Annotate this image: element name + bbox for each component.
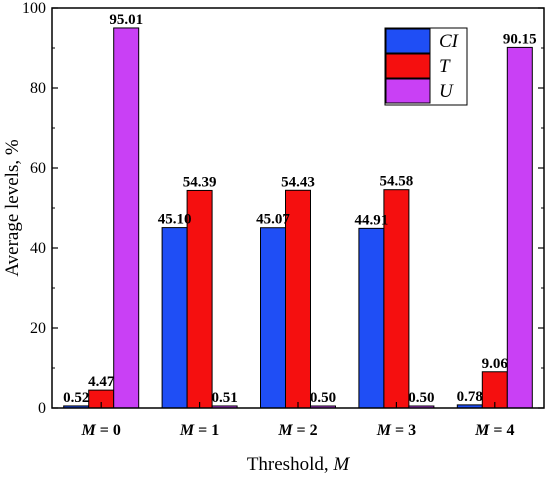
data-label-ci-1: 45.10 (158, 212, 192, 228)
y-tick-label: 60 (30, 160, 46, 177)
x-tick-label-rest: = 1 (194, 422, 219, 439)
bar-ci-3 (358, 227, 385, 409)
x-tick-label: M = 1 (179, 422, 219, 439)
x-tick-label: M = 3 (376, 422, 416, 439)
y-tick-label: 100 (22, 0, 46, 17)
data-label-u-2: 0.50 (310, 390, 336, 406)
x-tick-label-var: M (376, 422, 392, 439)
x-tick-label: M = 0 (81, 422, 121, 439)
y-axis: 0 20 40 60 80 100 (22, 0, 544, 417)
legend-swatch-ci (385, 28, 431, 54)
x-tick-label-rest: = 0 (96, 422, 121, 439)
x-tick-label-var: M (277, 422, 293, 439)
y-tick-label: 80 (30, 80, 46, 97)
x-tick-label: M = 2 (277, 422, 317, 439)
y-tick-label: 20 (30, 320, 46, 337)
y-axis-title: Average levels, % (2, 139, 23, 277)
bar-u-4 (506, 46, 533, 409)
x-tick-label-rest: = 2 (293, 422, 318, 439)
bar-t-2 (285, 189, 311, 409)
data-label-u-1: 0.51 (211, 390, 237, 406)
data-labels-group: 0.524.47 95.01 45.10 54.39 0.51 45.07 54.43 0.5… (63, 12, 537, 406)
data-label-t-4: 9.06 (482, 356, 509, 372)
bars-group (63, 27, 533, 409)
data-label-ci-2: 45.07 (256, 212, 290, 228)
legend-label-u: U (439, 81, 454, 102)
bar-u-0 (113, 27, 140, 409)
x-axis-title-variable: M (332, 454, 350, 475)
data-label-t-1: 54.39 (183, 174, 217, 190)
x-tick-label: M = 4 (474, 422, 514, 439)
data-label-ci-3: 44.91 (355, 212, 389, 228)
x-tick-label-var: M (179, 422, 195, 439)
data-label-ci-4: 0.78 (457, 389, 483, 405)
x-axis-title: Threshold, M (247, 454, 351, 475)
data-label-ci-0: 0.52 (63, 390, 89, 406)
x-tick-label-var: M (81, 422, 97, 439)
y-tick-label: 0 (38, 400, 46, 417)
x-axis-title-text: Threshold, (247, 454, 334, 475)
legend-label-ci: CI (439, 31, 460, 52)
data-label-t-2: 54.43 (281, 174, 315, 190)
y-tick-label: 40 (30, 240, 46, 257)
data-label-u-4: 90.15 (503, 31, 537, 47)
data-label-t-0: 4.47 (88, 374, 115, 390)
legend-label-t: T (439, 56, 451, 77)
data-label-u-3: 0.50 (408, 390, 434, 406)
bar-t-3 (383, 189, 410, 409)
legend-swatch-u (385, 78, 431, 104)
legend: CI TU (384, 27, 468, 106)
x-tick-label-rest: = 4 (489, 422, 514, 439)
x-tick-label-rest: = 3 (391, 422, 416, 439)
bar-ci-1 (161, 227, 188, 409)
x-tick-label-var: M (474, 422, 490, 439)
data-label-t-3: 54.58 (380, 174, 414, 190)
bar-ci-2 (260, 227, 286, 409)
legend-swatch-t (385, 53, 431, 79)
data-label-u-0: 95.01 (109, 12, 143, 28)
